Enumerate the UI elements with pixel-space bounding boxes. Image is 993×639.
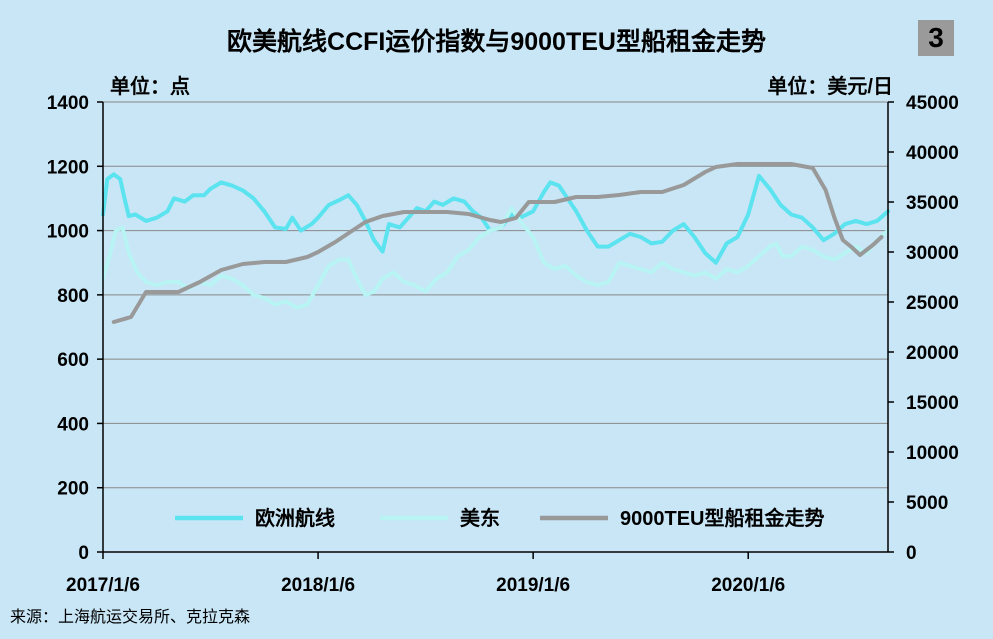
y-right-tick-label: 30000	[906, 243, 959, 264]
legend-label: 欧洲航线	[255, 506, 335, 530]
y-left-tick-label: 800	[57, 286, 89, 307]
y-left-tick-label: 0	[78, 543, 89, 564]
right-axis-unit: 单位：美元/日	[767, 76, 893, 98]
y-right-tick-label: 5000	[906, 493, 948, 514]
y-left-tick-label: 600	[57, 350, 89, 371]
y-right-tick-label: 25000	[906, 293, 959, 314]
y-right-tick-label: 45000	[906, 93, 959, 114]
legend-label: 美东	[460, 506, 500, 530]
y-left-tick-label: 1000	[47, 222, 89, 243]
y-right-tick-label: 10000	[906, 443, 959, 464]
tick-labels: 0 200 400 600 800 1000 1200 1400 0 5000 10000 15000…	[47, 93, 959, 596]
x-tick-label: 2018/1/6	[281, 575, 355, 596]
y-left-tick-label: 1200	[47, 157, 89, 178]
y-left-tick-label: 400	[57, 414, 89, 435]
y-right-tick-label: 20000	[906, 343, 959, 364]
left-axis-unit: 单位：点	[110, 76, 190, 98]
series-line-0	[101, 172, 890, 265]
page-number-badge: 3	[918, 20, 954, 56]
legend: 欧洲航线 美东 9000TEU型船租金走势	[175, 506, 825, 530]
y-right-tick-label: 0	[906, 543, 917, 564]
x-tick-label: 2017/1/6	[66, 575, 140, 596]
series-lines	[101, 162, 890, 324]
y-right-tick-label: 40000	[906, 143, 959, 164]
y-left-tick-label: 200	[57, 479, 89, 500]
gridlines	[103, 101, 888, 489]
series-line-1	[101, 206, 890, 310]
chart-title: 欧美航线CCFI运价指数与9000TEU型船租金走势	[227, 28, 766, 56]
axes	[97, 101, 894, 559]
y-left-tick-label: 1400	[47, 93, 89, 114]
x-tick-label: 2019/1/6	[496, 575, 570, 596]
y-right-tick-label: 35000	[906, 193, 959, 214]
y-right-tick-label: 15000	[906, 393, 959, 414]
series-line-2	[111, 162, 884, 324]
source-note: 来源：上海航运交易所、克拉克森	[10, 607, 251, 626]
legend-label: 9000TEU型船租金走势	[620, 506, 825, 530]
x-tick-label: 2020/1/6	[711, 575, 785, 596]
